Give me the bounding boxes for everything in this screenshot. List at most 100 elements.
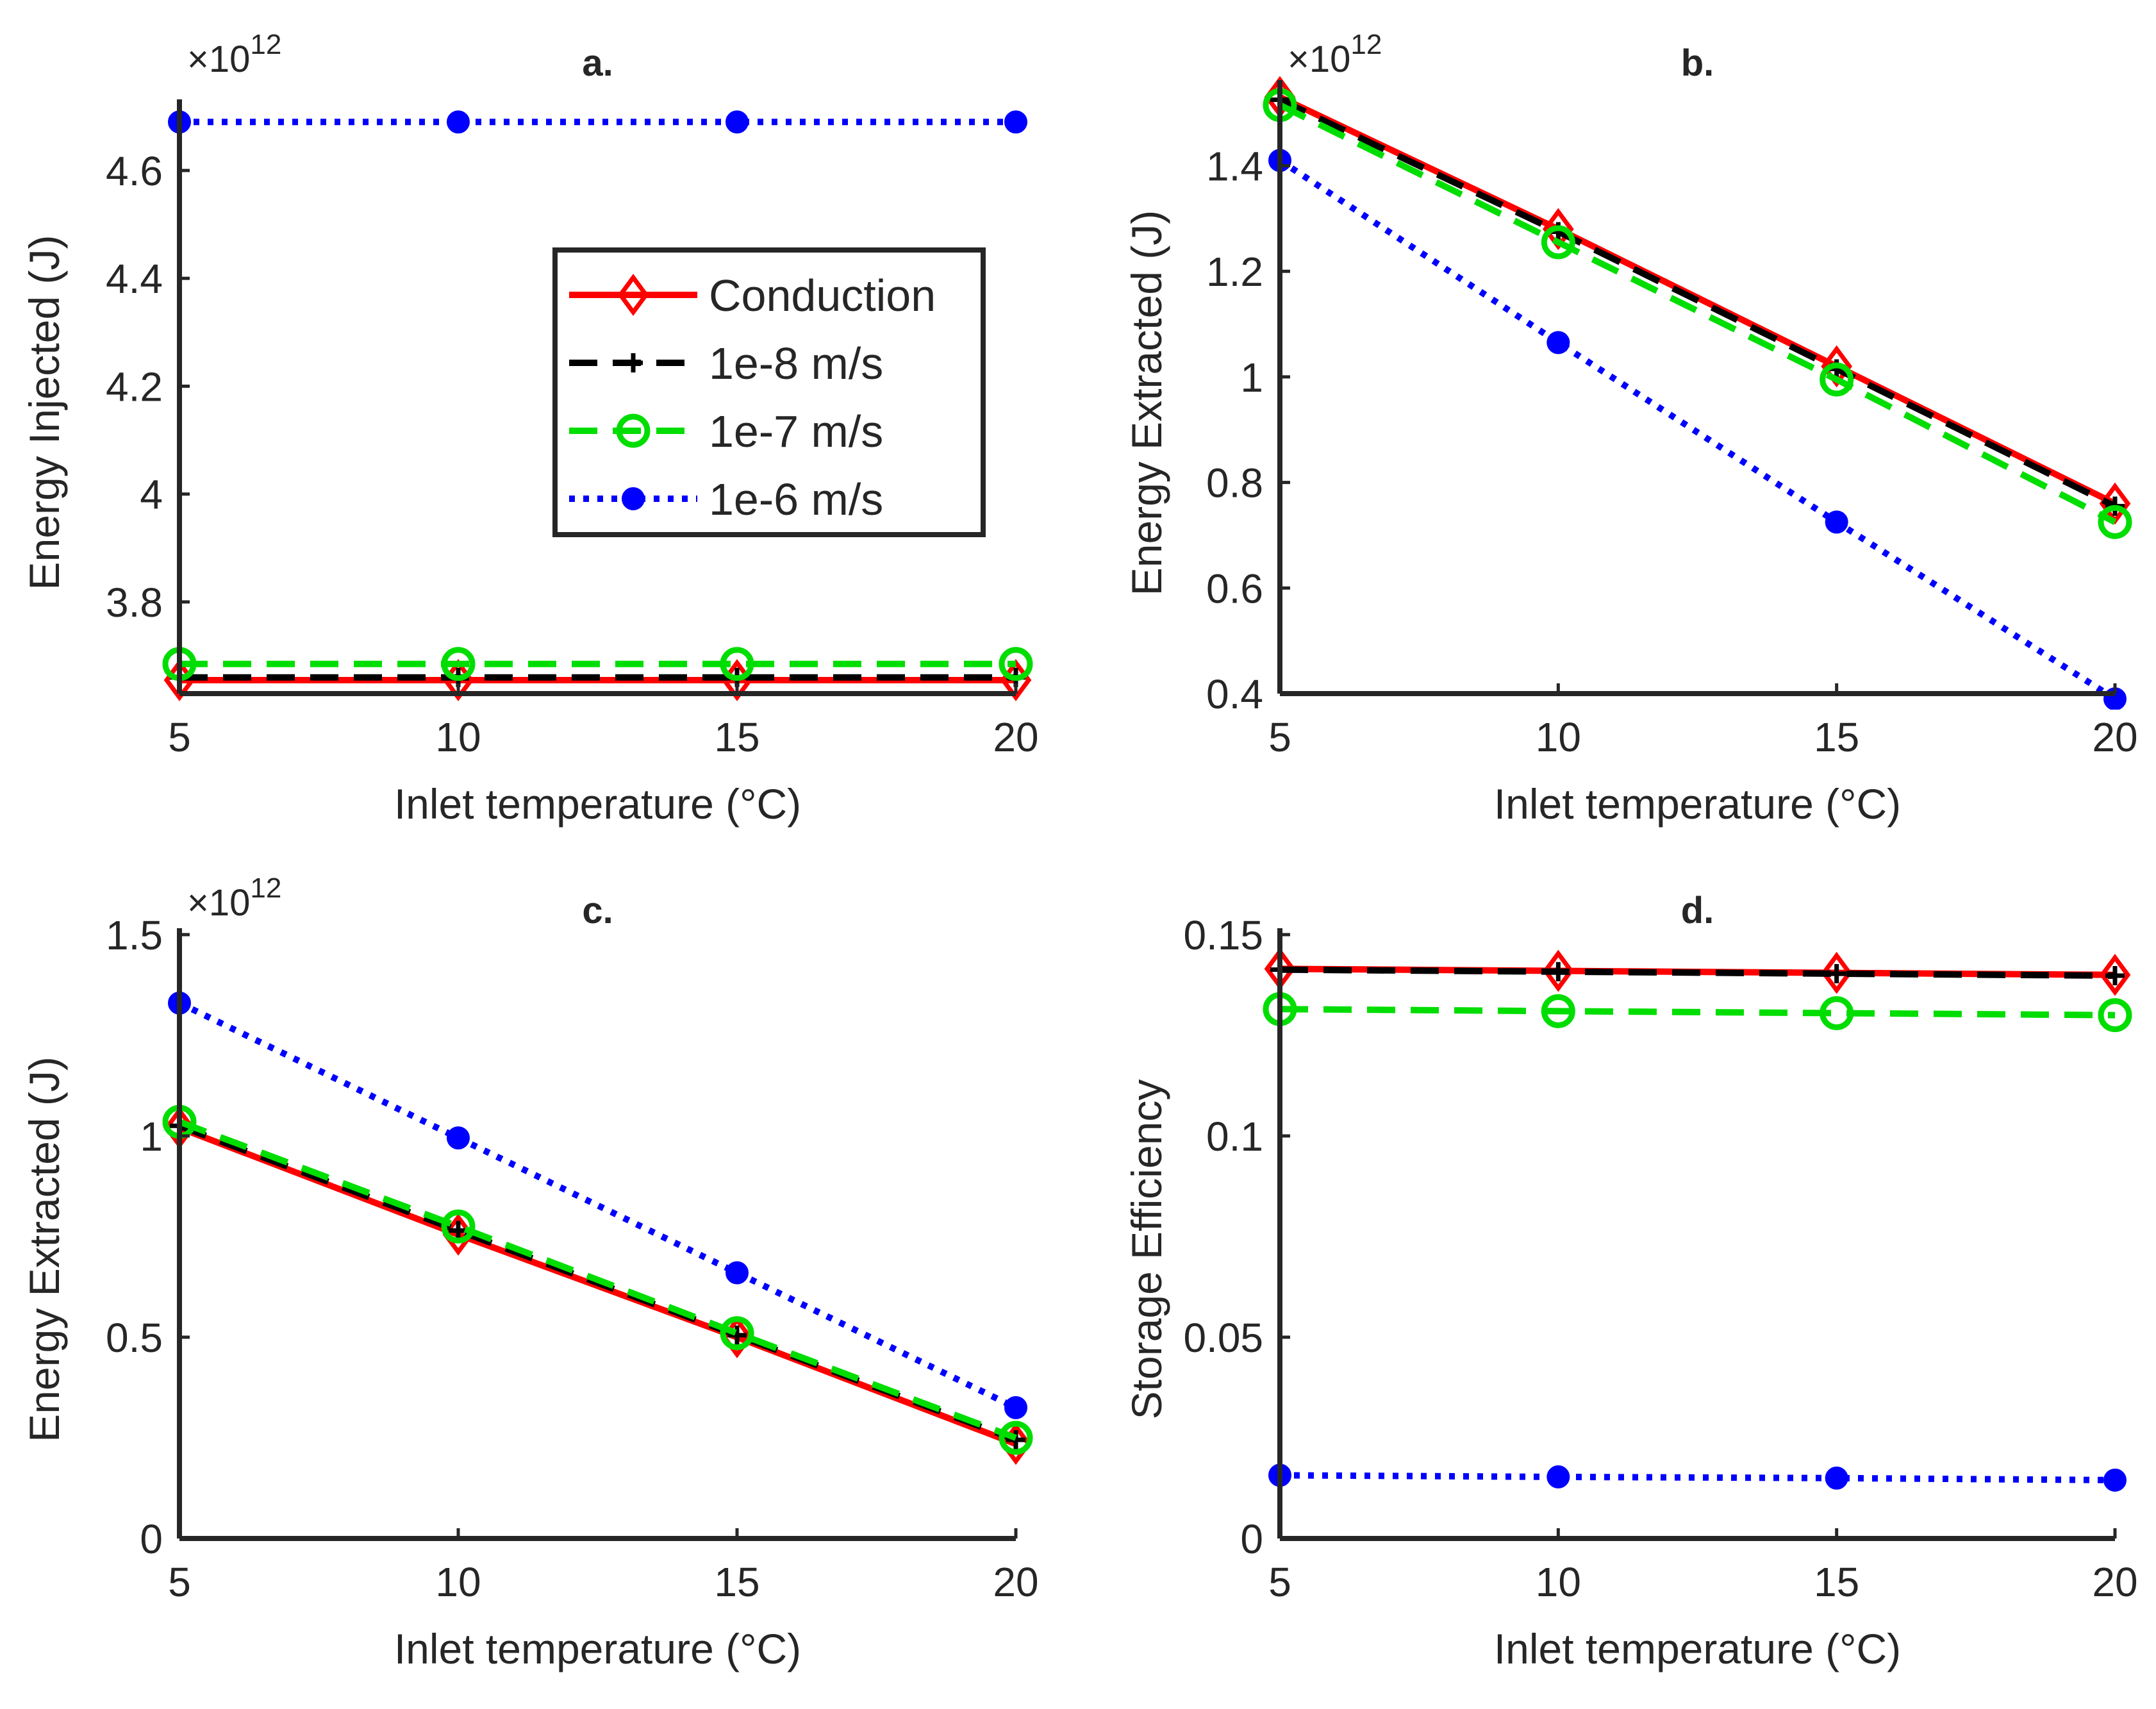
panel-b-point-1e-7-m-s-20 bbox=[2098, 504, 2132, 539]
panel-b-y-tick-label: 0.6 bbox=[1206, 565, 1263, 612]
panel-b-point-1e-7-m-s-15 bbox=[1820, 362, 1854, 397]
panel-d: 0 0.05 0.1 0.15 5 10 15 20 d. Inlet temperature (… bbox=[1123, 890, 2138, 1672]
panel-b-x-tick-label: 10 bbox=[1536, 714, 1581, 760]
panel-c-point-1e-7-m-s-10 bbox=[441, 1209, 476, 1244]
panel-d-line-1e-8-m-s bbox=[1279, 966, 2116, 980]
legend-label-1e-6-m-s: 1e-6 m/s bbox=[709, 474, 883, 524]
panel-d-title: d. bbox=[1681, 890, 1714, 931]
panel-c-point-1e-8-m-s-20 bbox=[1006, 1430, 1025, 1450]
panel-a-point-1e-7-m-s-15 bbox=[720, 647, 754, 681]
panel-b-series-1e-7-m-s bbox=[1263, 88, 2132, 539]
panel-d-x-tick-label: 15 bbox=[1814, 1559, 1859, 1605]
panel-d-point-1e-6-m-s-20 bbox=[2103, 1468, 2127, 1492]
legend-entry-conduction: Conduction bbox=[569, 271, 936, 321]
panel-a-y-tick-label: 4.6 bbox=[106, 148, 163, 194]
panel-c-line-1e-7-m-s bbox=[178, 1119, 1017, 1441]
panel-d-point-1e-8-m-s-10 bbox=[1548, 962, 1568, 981]
panel-a-y-axis-label: Energy Injected (J) bbox=[21, 235, 68, 590]
panel-d-point-conduction-15 bbox=[1821, 951, 1853, 994]
panel-b-line-1e-6-m-s bbox=[1278, 158, 2117, 702]
panel-b-series-1e-6-m-s bbox=[1268, 149, 2127, 710]
panel-c-y-tick-label: 1.5 bbox=[106, 912, 163, 958]
panel-d-point-conduction-20 bbox=[2099, 953, 2131, 996]
panel-d-line-1e-7-m-s bbox=[1279, 1006, 2116, 1019]
panel-b-y-tick-label: 1.2 bbox=[1206, 249, 1263, 295]
panel-d-y-tick-label: 0.15 bbox=[1183, 912, 1263, 958]
panel-b-point-conduction-10 bbox=[1542, 208, 1574, 251]
panel-d-x-axis-label: Inlet temperature (°C) bbox=[1494, 1625, 1901, 1672]
panel-c-point-1e-8-m-s-15 bbox=[727, 1325, 747, 1345]
panel-b-point-1e-7-m-s-10 bbox=[1541, 225, 1575, 260]
panel-b-x-tick-label: 5 bbox=[1268, 714, 1291, 760]
panel-d-point-1e-7-m-s-20 bbox=[2098, 998, 2132, 1033]
panel-a-y-tick-label: 4 bbox=[140, 472, 163, 518]
panel-a-exponent: ×1012 bbox=[187, 29, 281, 80]
panel-c-y-tick-label: 0.5 bbox=[106, 1315, 163, 1361]
panel-a-point-1e-7-m-s-10 bbox=[441, 647, 476, 681]
panel-b-x-axis-label: Inlet temperature (°C) bbox=[1494, 780, 1901, 828]
panel-c-y-tick-label: 1 bbox=[140, 1113, 163, 1160]
legend-entry-1e-7-m-s: 1e-7 m/s bbox=[569, 406, 883, 456]
panel-d-y-tick-label: 0 bbox=[1240, 1516, 1263, 1562]
legend-label-1e-8-m-s: 1e-8 m/s bbox=[709, 338, 883, 388]
panel-d-line-1e-6-m-s bbox=[1279, 1472, 2116, 1483]
panel-d-series-1e-6-m-s bbox=[1268, 1463, 2127, 1492]
panel-b-y-tick-label: 0.4 bbox=[1206, 671, 1263, 717]
panel-a-point-1e-6-m-s-15 bbox=[726, 110, 749, 134]
panel-a-x-tick-label: 5 bbox=[168, 714, 191, 760]
legend-label-conduction: Conduction bbox=[709, 271, 936, 321]
panel-c-line-1e-6-m-s bbox=[178, 1000, 1018, 1411]
panel-d-point-conduction-10 bbox=[1542, 949, 1574, 992]
panel-b: 0.4 0.6 0.8 1 1.2 1.4 5 10 15 20 b. ×1012 Inlet temp… bbox=[1123, 29, 2138, 828]
panel-d-y-axis-label: Storage Efficiency bbox=[1123, 1080, 1170, 1420]
panel-a-x-tick-label: 20 bbox=[993, 714, 1038, 760]
panel-d-y-tick-label: 0.05 bbox=[1183, 1315, 1263, 1361]
panel-b-y-tick-label: 0.8 bbox=[1206, 460, 1263, 506]
panel-c-exponent: ×1012 bbox=[187, 872, 281, 924]
legend-marker-conduction bbox=[617, 274, 649, 316]
panel-c-point-1e-7-m-s-20 bbox=[999, 1421, 1033, 1455]
panel-c-x-tick-label: 5 bbox=[168, 1559, 191, 1605]
panel-d-point-1e-6-m-s-10 bbox=[1547, 1465, 1570, 1488]
panel-c-x-axis-label: Inlet temperature (°C) bbox=[394, 1625, 801, 1672]
panel-a: 3.8 4 4.2 4.4 4.6 5 10 15 20 a. ×1012 Inlet tempera… bbox=[21, 29, 1039, 828]
panel-c-y-axis-label: Energy Extracted (J) bbox=[21, 1056, 68, 1442]
panel-b-point-conduction-15 bbox=[1821, 345, 1853, 388]
panel-a-point-1e-6-m-s-20 bbox=[1004, 110, 1027, 134]
panel-b-x-tick-label: 20 bbox=[2092, 714, 2137, 760]
panel-b-y-tick-label: 1.4 bbox=[1206, 144, 1263, 190]
panel-d-point-1e-8-m-s-15 bbox=[1827, 963, 1846, 983]
panel-c-x-tick-label: 15 bbox=[714, 1559, 759, 1605]
panel-a-y-tick-label: 4.4 bbox=[106, 256, 163, 302]
panel-a-point-1e-7-m-s-20 bbox=[999, 647, 1033, 681]
panel-b-point-1e-6-m-s-15 bbox=[1825, 510, 1848, 534]
legend-marker-1e-7-m-s bbox=[616, 413, 651, 448]
panel-d-point-1e-7-m-s-10 bbox=[1541, 994, 1575, 1028]
panel-a-x-tick-label: 15 bbox=[714, 714, 759, 760]
panel-a-title: a. bbox=[582, 42, 613, 84]
panel-d-point-1e-6-m-s-15 bbox=[1825, 1466, 1848, 1490]
panel-d-x-tick-label: 20 bbox=[2092, 1559, 2137, 1605]
panel-a-point-1e-6-m-s-10 bbox=[447, 110, 470, 134]
panel-c-point-1e-6-m-s-20 bbox=[1004, 1396, 1027, 1419]
panel-c-point-1e-6-m-s-15 bbox=[726, 1261, 749, 1285]
panel-d-x-tick-label: 5 bbox=[1268, 1559, 1291, 1605]
panel-c-x-tick-label: 10 bbox=[435, 1559, 481, 1605]
panel-a-y-tick-label: 4.2 bbox=[106, 363, 163, 410]
panel-c-point-1e-7-m-s-15 bbox=[720, 1316, 754, 1351]
panel-a-series-1e-6-m-s bbox=[168, 110, 1027, 134]
panel-a-series-1e-7-m-s bbox=[162, 647, 1033, 681]
panel-c-point-1e-6-m-s-10 bbox=[447, 1126, 470, 1150]
panel-b-point-1e-6-m-s-10 bbox=[1547, 331, 1570, 354]
panel-b-y-axis-label: Energy Extracted (J) bbox=[1123, 210, 1170, 596]
panel-b-line-1e-8-m-s bbox=[1278, 97, 2117, 510]
legend-marker-1e-8-m-s bbox=[624, 353, 643, 372]
legend-entry-1e-6-m-s: 1e-6 m/s bbox=[569, 474, 883, 524]
legend: Conduction 1e-8 m/s 1e-7 m/s 1e-6 m/s bbox=[552, 247, 986, 537]
panel-a-x-tick-label: 10 bbox=[435, 714, 481, 760]
panel-c-y-tick-label: 0 bbox=[140, 1516, 163, 1562]
legend-entry-1e-8-m-s: 1e-8 m/s bbox=[569, 338, 883, 388]
panel-b-exponent: ×1012 bbox=[1288, 29, 1382, 80]
panel-b-title: b. bbox=[1681, 42, 1714, 84]
panel-c-x-tick-label: 20 bbox=[993, 1559, 1038, 1605]
